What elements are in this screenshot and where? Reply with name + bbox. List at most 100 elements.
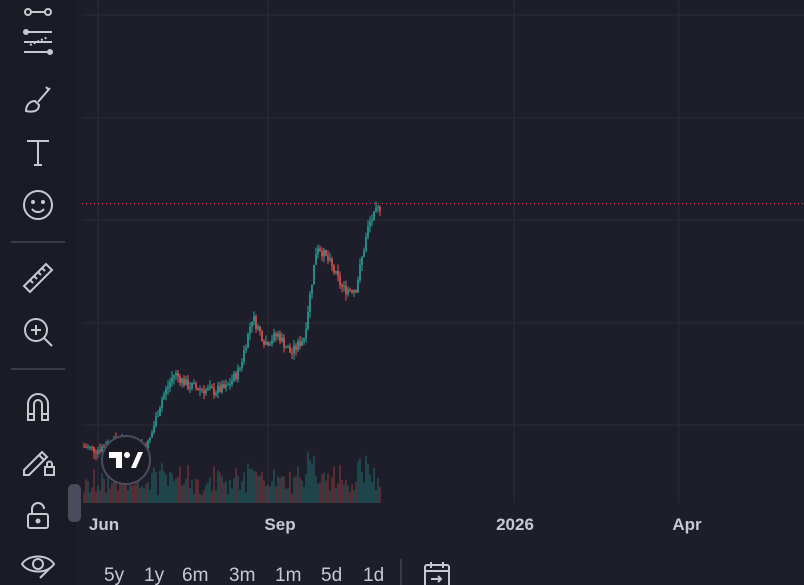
- candle-body: [323, 250, 325, 257]
- unlock-icon[interactable]: [14, 493, 62, 537]
- volume-bar: [157, 495, 159, 503]
- time-axis[interactable]: Jun Sep 2026 Apr: [82, 503, 804, 549]
- candle-body: [281, 337, 283, 342]
- candle-body: [353, 290, 355, 293]
- volume-bar: [221, 476, 223, 503]
- lock-drawings-icon[interactable]: [14, 438, 62, 482]
- brush-tools-icon[interactable]: [14, 77, 62, 121]
- volume-bar: [311, 463, 313, 503]
- volume-bar: [295, 476, 297, 503]
- volume-bar: [227, 494, 229, 503]
- candle-body: [367, 226, 369, 238]
- candle-body: [247, 333, 249, 348]
- volume-bar: [127, 490, 129, 503]
- candle-body: [149, 437, 151, 441]
- candle-body: [93, 446, 95, 453]
- range-button-3m[interactable]: 3m: [229, 565, 256, 585]
- volume-bar: [369, 474, 371, 503]
- trend-line-tools-icon[interactable]: [14, 0, 62, 26]
- volume-bar: [165, 474, 167, 503]
- volume-bar: [175, 478, 177, 503]
- volume-bar: [131, 485, 133, 503]
- volume-bar: [327, 473, 329, 503]
- price-chart[interactable]: [82, 0, 804, 503]
- candle-body: [159, 408, 161, 417]
- candle-body: [257, 326, 259, 329]
- fib-tools-icon[interactable]: [14, 21, 62, 65]
- volume-bar: [253, 470, 255, 503]
- volume-bar: [125, 476, 127, 503]
- volume-bar: [119, 479, 121, 503]
- candle-body: [303, 338, 305, 342]
- candle-body: [315, 254, 317, 265]
- range-button-5d[interactable]: 5d: [321, 565, 343, 585]
- candle-body: [249, 326, 251, 334]
- zoom-in-icon[interactable]: [14, 310, 62, 354]
- volume-bar: [173, 481, 175, 503]
- volume-bar: [237, 475, 239, 503]
- volume-bar: [107, 475, 109, 503]
- volume-bar: [147, 481, 149, 503]
- candle-body: [357, 279, 359, 293]
- volume-bar: [277, 476, 279, 503]
- volume-bar: [229, 479, 231, 503]
- eye-icon[interactable]: [14, 542, 62, 585]
- candle-body: [287, 346, 289, 348]
- volume-bar: [151, 473, 153, 503]
- magnet-icon[interactable]: [14, 384, 62, 428]
- volume-bar: [101, 473, 103, 503]
- range-button-6m[interactable]: 6m: [182, 565, 209, 585]
- candle-body: [255, 316, 257, 329]
- volume-bar: [91, 487, 93, 503]
- range-button-1m[interactable]: 1m: [275, 565, 302, 585]
- candle-body: [83, 446, 85, 448]
- candle-body: [363, 250, 365, 257]
- range-button-5y[interactable]: 5y: [104, 565, 125, 585]
- candle-body: [253, 316, 255, 322]
- volume-bar: [115, 478, 117, 503]
- pane-scroll-handle[interactable]: [68, 484, 81, 522]
- volume-bar: [345, 479, 347, 503]
- volume-bar: [135, 481, 137, 503]
- candle-body: [359, 264, 361, 280]
- candle-body: [347, 289, 349, 294]
- candle-body: [241, 361, 243, 368]
- candle-body: [333, 265, 335, 273]
- candle-body: [299, 341, 301, 346]
- candle-body: [147, 440, 149, 449]
- candle-body: [243, 350, 245, 362]
- candle-body: [181, 378, 183, 383]
- volume-bar: [153, 467, 155, 503]
- volume-bar: [247, 463, 249, 503]
- volume-bar: [231, 488, 233, 503]
- range-button-1d[interactable]: 1d: [363, 565, 385, 585]
- range-button-1y[interactable]: 1y: [144, 565, 165, 585]
- volume-bar: [163, 471, 165, 503]
- volume-bar: [199, 493, 201, 503]
- ruler-icon[interactable]: [14, 256, 62, 300]
- volume-bar: [179, 466, 181, 503]
- text-tool-icon[interactable]: [14, 130, 62, 174]
- volume-bar: [263, 480, 265, 503]
- volume-bar: [279, 478, 281, 503]
- emoji-icon[interactable]: [14, 183, 62, 227]
- candle-body: [285, 347, 287, 349]
- volume-bar: [217, 470, 219, 503]
- candle-body: [291, 352, 293, 354]
- candle-body: [379, 206, 381, 211]
- candlestick-chart[interactable]: [82, 0, 804, 503]
- volume-bar: [353, 489, 355, 503]
- volume-bar: [195, 478, 197, 503]
- volume-bar: [371, 481, 373, 503]
- tradingview-logo[interactable]: [101, 435, 151, 485]
- go-to-date-button[interactable]: [422, 559, 452, 585]
- candle-body: [153, 425, 155, 433]
- candle-body: [361, 256, 363, 265]
- candle-body: [95, 452, 97, 454]
- volume-bar: [129, 473, 131, 503]
- volume-bar: [201, 494, 203, 503]
- candle-body: [305, 328, 307, 339]
- volume-bar: [375, 489, 377, 503]
- candle-body: [215, 392, 217, 395]
- candle-body: [313, 264, 315, 285]
